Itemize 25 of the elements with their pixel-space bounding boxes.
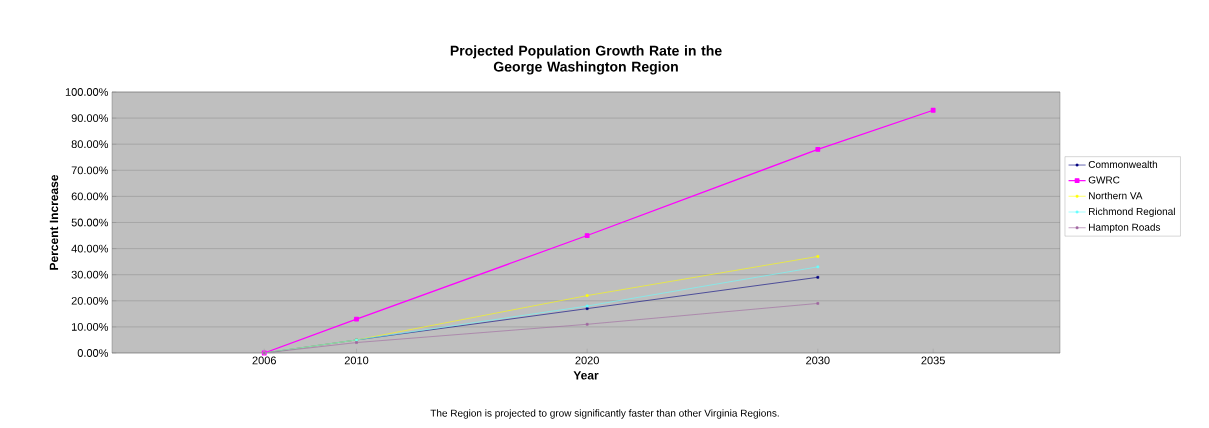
y-tick-label: 40.00% [71, 244, 109, 253]
x-tick-label: 2020 [575, 356, 599, 365]
y-tick-label: 90.00% [71, 114, 109, 122]
y-tick-label: 100.00% [65, 88, 109, 96]
y-tick-label: 30.00% [71, 270, 109, 279]
y-tick-label: 70.00% [71, 166, 109, 175]
chart-title: Projected Population Growth Rate in the George Washington Region [450, 45, 722, 75]
legend-label: Commonwealth [1088, 160, 1158, 168]
y-tick-label: 80.00% [71, 140, 109, 149]
x-tick-label: 2035 [921, 356, 945, 365]
legend-label: GWRC [1088, 176, 1120, 184]
text: The Region is projected to grow significantly faster than other Virginia Regions. [430, 409, 779, 419]
legend-label: Hampton Roads [1089, 223, 1161, 233]
legend-label: Richmond Regional [1089, 207, 1175, 217]
x-axis-title: Year [573, 371, 599, 380]
y-axis-title: Percent Increase [49, 174, 59, 270]
y-tick-label: 50.00% [71, 218, 109, 227]
y-tick-label: 0.00% [77, 349, 109, 357]
y-tick-label: 10.00% [71, 323, 109, 331]
legend-label: Northern VA [1089, 191, 1143, 200]
y-tick-label: 20.00% [71, 296, 109, 305]
x-tick-label: 2010 [344, 356, 369, 365]
y-tick-label: 60.00% [71, 192, 109, 201]
x-tick-label: 2006 [252, 356, 276, 365]
x-tick-label: 2030 [806, 356, 830, 365]
